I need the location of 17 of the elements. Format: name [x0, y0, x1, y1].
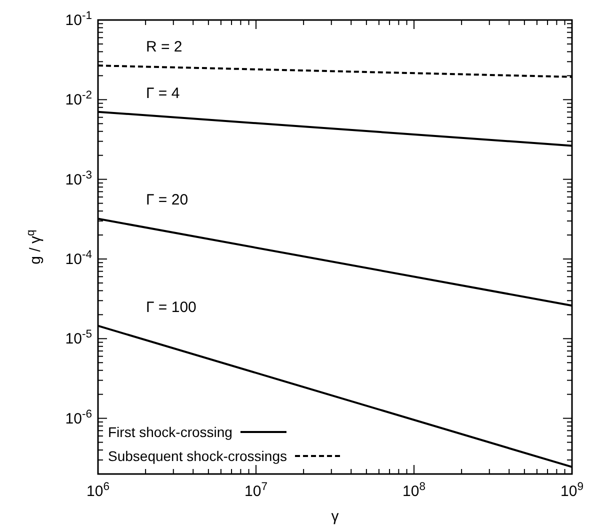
x-tick-label: 10$^{8}$ — [402, 481, 426, 500]
y-tick-label: 10$^{-6}$ — [65, 408, 92, 428]
y-tick-label: 10$^{-5}$ — [65, 328, 92, 348]
y-tick-label: 10$^{-2}$ — [65, 90, 92, 109]
legend-label: First shock-crossing — [108, 424, 232, 440]
x-tick-label: 10$^{6}$ — [86, 481, 110, 500]
y-tick-label: 10$^{-1}$ — [65, 10, 92, 29]
y-tick-label: 10$^{-4}$ — [65, 248, 92, 268]
y-tick-label: 10$^{-3}$ — [65, 169, 92, 188]
annotation: Γ = 4 — [146, 84, 180, 102]
annotation: Γ = 20 — [146, 192, 188, 209]
annotation: Γ = 100 — [146, 298, 196, 316]
x-tick-label: 10$^{7}$ — [244, 481, 268, 500]
x-tick-label: 10$^{9}$ — [560, 481, 584, 500]
annotation: R = 2 — [146, 38, 182, 56]
x-axis-title: γ — [331, 508, 340, 525]
legend-label: Subsequent shock-crossings — [108, 448, 287, 464]
